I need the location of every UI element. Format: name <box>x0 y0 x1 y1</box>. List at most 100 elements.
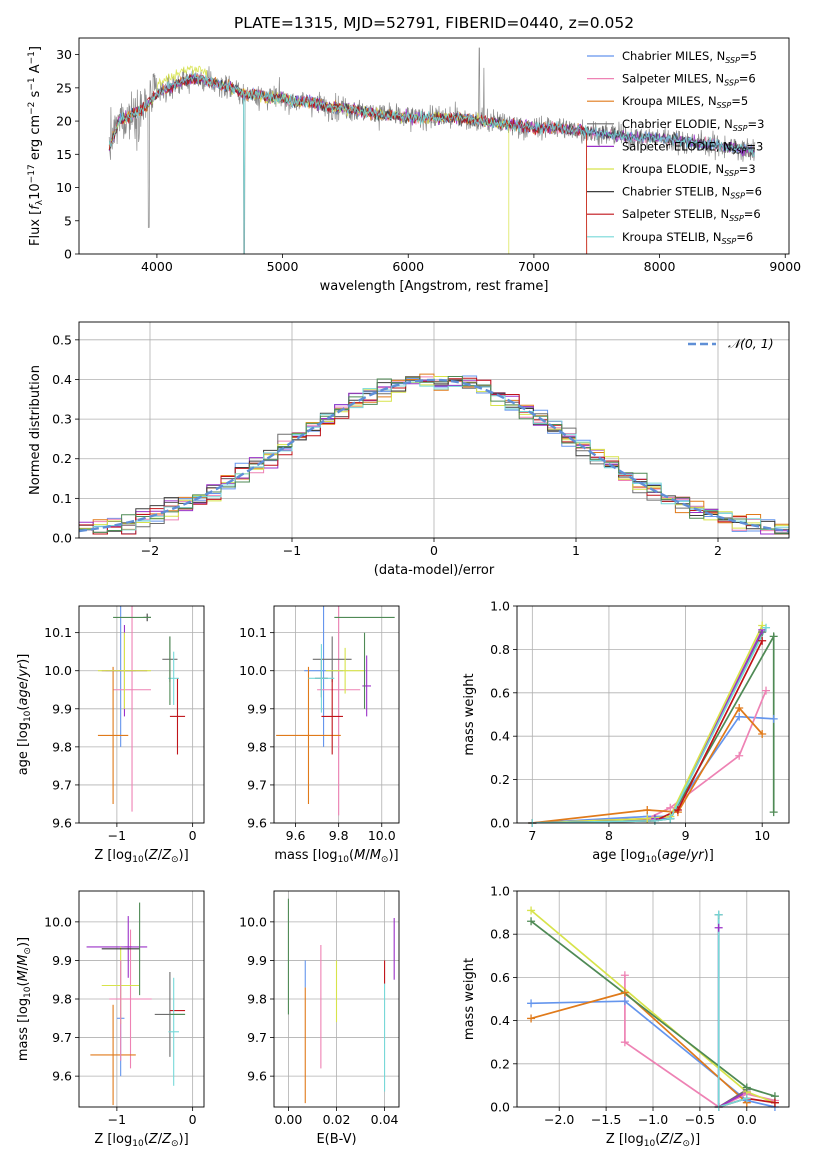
legend-label-name: Kroupa ELODIE, N <box>622 162 724 176</box>
data-point-marker <box>650 816 659 825</box>
y-tick-label: 9.8 <box>247 739 267 754</box>
axes-frame <box>516 890 790 1108</box>
legend-label: Chabrier MILES, NSSP=5 <box>622 49 757 65</box>
model-line <box>108 72 755 254</box>
data-point-marker <box>527 1014 536 1023</box>
y-axis-label: age [log10(age/yr)] <box>16 654 33 776</box>
y-axis-label-part: λ <box>35 199 45 205</box>
y-axis-label-part: −17 <box>27 164 37 183</box>
x-axis-label-part: E(B-V) <box>316 1132 356 1147</box>
x-axis-label-part: / <box>158 848 163 863</box>
axes-mass-vs-Z: −1 09.69.79.89.910.0Z [log10(Z/Z⊙)]mass [… <box>16 890 205 1149</box>
legend-label: Kroupa STELIB, NSSP=6 <box>622 230 753 246</box>
legend-label: Salpeter ELODIE, NSSP=3 <box>622 139 763 155</box>
x-tick-label: −0.5 <box>685 1112 715 1127</box>
x-tick-label: 0 <box>430 543 438 558</box>
axes-frame <box>78 321 790 539</box>
y-tick-label: 0.0 <box>490 1100 510 1115</box>
y-axis-label-part: ] <box>28 46 43 51</box>
data-point-marker <box>714 910 723 919</box>
legend-label-sub: SSP <box>725 56 740 65</box>
y-tick-label: 9.6 <box>247 1069 267 1084</box>
data-point-marker <box>714 923 723 932</box>
data-point-marker <box>742 1094 751 1103</box>
x-axis-label-part: )] <box>179 848 189 863</box>
y-tick-label: 1.0 <box>490 599 510 614</box>
legend-label-name: Salpeter MILES, N <box>622 72 724 86</box>
legend-label-sub: SSP <box>732 146 747 155</box>
axes-frame <box>78 605 205 824</box>
y-tick-label: 9.9 <box>247 953 267 968</box>
x-tick-label: 0.0 <box>737 1112 757 1127</box>
plot-area <box>532 625 775 823</box>
x-axis-label-part: Z <box>148 1132 159 1147</box>
x-tick-label: −2 <box>141 543 159 558</box>
x-tick-label: −1.0 <box>638 1112 668 1127</box>
x-axis-label-part: 10 <box>644 1139 656 1149</box>
y-tick-label: 10.0 <box>44 663 72 678</box>
y-axis-label-part: f <box>28 203 43 210</box>
x-axis-label-part: Z <box>161 1132 172 1147</box>
legend-label-value: =5 <box>731 94 748 108</box>
y-axis-label-part: ( <box>16 981 31 986</box>
legend-label-sub: SSP <box>722 237 737 246</box>
x-axis-label-part: ⊙ <box>171 855 179 865</box>
x-tick-label: 2 <box>714 543 722 558</box>
legend-label: 𝒩(0, 1) <box>728 336 774 351</box>
y-axis-label: mass weight <box>462 958 477 1040</box>
data-point-marker <box>762 623 771 632</box>
data-point-marker <box>673 805 682 814</box>
x-axis-label-part: )] <box>179 1132 189 1147</box>
x-axis-label-part: / <box>158 1132 163 1147</box>
y-tick-label: 9.7 <box>247 777 267 792</box>
x-axis-label-part: yr <box>690 848 706 863</box>
x-tick-label: 0.00 <box>275 1112 303 1127</box>
y-axis-label-part: ⊙ <box>23 947 33 955</box>
x-tick-label: 0 <box>189 1112 197 1127</box>
x-tick-label: 9.8 <box>329 828 349 843</box>
plot-area <box>287 898 395 1104</box>
y-axis-label: mass [log10(M/M⊙)] <box>16 937 33 1061</box>
y-tick-label: 9.6 <box>52 1069 72 1084</box>
y-tick-label: 10 <box>56 180 72 195</box>
x-axis-label-part: M <box>370 848 381 863</box>
plot-area <box>86 902 186 1106</box>
y-axis-label-part: mass weight <box>462 958 477 1040</box>
y-tick-label: 10.0 <box>239 914 267 929</box>
x-axis-label-part: age <box>662 848 686 863</box>
y-axis-label-part: / <box>16 965 31 970</box>
x-axis-label-part: )] <box>704 848 714 863</box>
axes-mass-weight-vs-Z: −2.0 −1.5 −1.0 −0.5 0.0 0.0 0.2 0.4 0.6 0.8 1.0 Z [… <box>462 884 790 1149</box>
x-axis-label-part: Z <box>673 1132 684 1147</box>
x-tick-label: 9000 <box>769 259 801 274</box>
axes-frame <box>273 890 400 1108</box>
legend-label-sub: SSP <box>717 101 732 110</box>
x-tick-label: 9 <box>682 828 690 843</box>
series-line <box>531 1000 776 1107</box>
y-tick-label: 0.2 <box>490 1056 510 1071</box>
y-axis-label-part: M <box>16 970 31 981</box>
x-tick-label: −1 <box>283 543 301 558</box>
data-point-marker <box>769 714 778 723</box>
x-tick-label: 7000 <box>518 259 550 274</box>
x-tick-label: −2.0 <box>544 1112 574 1127</box>
y-axis-label-part: Normed distribution <box>28 365 43 495</box>
legend-label-sub: SSP <box>724 79 739 88</box>
legend-label-sub: SSP <box>724 169 739 178</box>
plot-area <box>276 606 395 816</box>
x-axis-label-part: mass [log <box>274 848 337 863</box>
y-axis-label-part: Flux [ <box>28 210 43 246</box>
data-point-marker <box>620 1038 629 1047</box>
legend-label-value: =3 <box>746 139 763 153</box>
data-point-marker <box>527 906 536 915</box>
y-tick-label: 0.2 <box>52 451 72 466</box>
y-axis-label-part: yr <box>16 662 31 678</box>
data-point-marker <box>769 808 778 817</box>
axes-residuals: −2 −1 0 1 2 0.0 0.1 0.2 0.3 0.4 0.5 (data-model)/er… <box>28 321 790 578</box>
x-axis-label-part: 10 <box>132 1139 144 1149</box>
x-axis-label: E(B-V) <box>316 1132 356 1147</box>
x-tick-label: 8 <box>605 828 613 843</box>
x-axis-label-part: ( <box>655 1132 660 1147</box>
model-line <box>108 74 588 254</box>
model-line <box>108 74 588 254</box>
